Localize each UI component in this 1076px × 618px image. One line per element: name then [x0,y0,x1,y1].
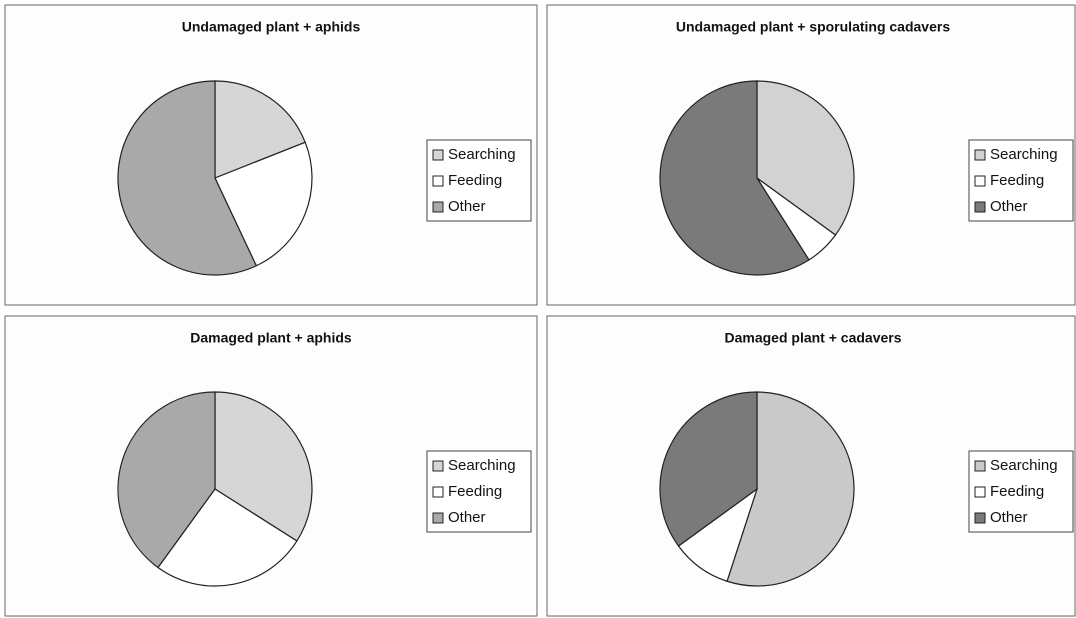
legend-label: Searching [448,457,516,474]
legend-swatch [432,201,444,213]
legend [426,139,532,222]
legend-swatch [432,486,444,498]
chart-title: Damaged plant + aphids [190,330,352,346]
chart-title: Undamaged plant + aphids [182,19,361,35]
legend-label: Feeding [448,483,502,500]
legend-swatch [432,460,444,472]
legend [968,139,1074,222]
legend-label: Other [448,198,486,215]
pie-chart: Damaged plant + aphids Searching Feeding Ot… [4,315,538,617]
legend-label: Searching [990,146,1058,163]
legend [968,450,1074,533]
legend-swatch [974,460,986,472]
legend-swatch [974,175,986,187]
legend-label: Searching [448,146,516,163]
pie-slice [117,80,258,276]
legend-label: Other [990,198,1028,215]
legend-swatch [974,201,986,213]
legend-swatch [974,486,986,498]
pie-slice [756,80,855,236]
legend-swatch [432,175,444,187]
chart-title: Damaged plant + cadavers [724,330,901,346]
pie-slice [659,80,810,276]
chart-title: Undamaged plant + sporulating cadavers [676,19,950,35]
legend-label: Other [990,509,1028,526]
pie-slice [659,391,758,547]
legend [426,450,532,533]
legend-swatch [974,149,986,161]
pie-slice [214,80,306,179]
legend-label: Feeding [990,172,1044,189]
pie-slice [117,391,216,569]
legend-swatch [432,149,444,161]
legend-swatch [432,512,444,524]
pie-chart: Undamaged plant + sporulating cadavers Se… [546,4,1076,306]
pie-slice [157,488,298,587]
legend-label: Other [448,509,486,526]
pie-chart: Damaged plant + cadavers Searching Feeding… [546,315,1076,617]
legend-swatch [974,512,986,524]
legend-label: Feeding [990,483,1044,500]
pie-slice [214,141,313,267]
pie-slice [726,391,855,587]
pie-chart: Undamaged plant + aphids Searching Feeding… [4,4,538,306]
legend-label: Searching [990,457,1058,474]
legend-label: Feeding [448,172,502,189]
